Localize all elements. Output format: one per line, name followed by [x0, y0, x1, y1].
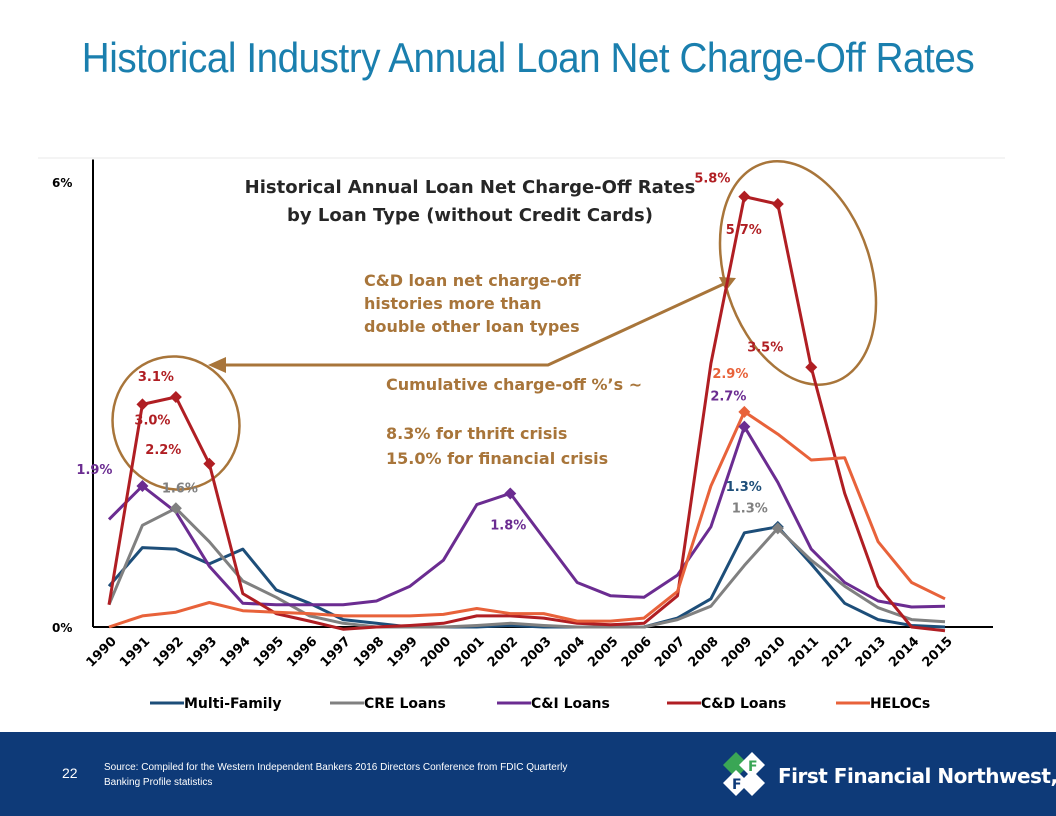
x-tick-label: 1996 — [284, 634, 320, 670]
x-tick-label: 2007 — [652, 634, 688, 670]
data-point-marker — [738, 190, 751, 203]
x-tick-label: 1998 — [351, 634, 387, 670]
data-label: 5.7% — [726, 223, 762, 238]
legend-label: CRE Loans — [364, 696, 446, 712]
logo-letter-green: F — [748, 759, 758, 775]
legend-label: Multi-Family — [184, 696, 282, 712]
data-point-marker — [738, 405, 751, 418]
legend-label: C&I Loans — [531, 696, 610, 712]
x-tick-label: 2008 — [686, 634, 722, 670]
annotation-note: histories more than — [364, 294, 542, 313]
slide-title: Historical Industry Annual Loan Net Char… — [81, 34, 975, 81]
data-label: 1.3% — [732, 501, 768, 516]
data-label: 1.8% — [490, 518, 526, 533]
series-line-helocs — [108, 410, 946, 629]
x-tick-label: 2009 — [719, 634, 755, 670]
data-label: 3.5% — [747, 340, 783, 355]
data-label: 3.1% — [138, 370, 174, 385]
data-label: 3.0% — [134, 413, 170, 428]
data-label: 5.8% — [694, 172, 730, 187]
x-tick-label: 2003 — [518, 634, 554, 670]
data-point-marker — [136, 480, 149, 493]
data-point-marker — [738, 420, 751, 433]
x-tick-label: 2010 — [752, 634, 788, 670]
x-tick-label: 1991 — [117, 634, 153, 670]
y-tick-label: 6% — [52, 176, 72, 190]
company-logo: F F First Financial Northwest, Inc. — [722, 750, 1056, 800]
data-markers — [136, 190, 818, 535]
data-label: 2.2% — [145, 443, 181, 458]
chart-title: Historical Annual Loan Net Charge-Off Ra… — [245, 177, 696, 198]
x-tick-label: 2012 — [819, 634, 855, 670]
x-tick-label: 1994 — [217, 634, 253, 670]
logo-letter: F — [732, 777, 742, 793]
data-label: 1.9% — [76, 463, 112, 478]
legend-label: C&D Loans — [701, 696, 786, 712]
data-point-marker — [203, 457, 216, 470]
highlight-oval-financial-crisis — [718, 160, 878, 386]
series-line-c-i-loans — [107, 425, 946, 609]
page-number: 22 — [62, 765, 78, 781]
cumulative-note: Cumulative charge-off %’s ~ — [386, 375, 642, 394]
data-point-marker — [771, 198, 784, 211]
annotation-arrow-left-head — [208, 357, 226, 373]
data-point-marker — [136, 398, 149, 411]
x-tick-label: 2000 — [418, 634, 454, 670]
x-tick-label: 1992 — [151, 634, 187, 670]
data-point-marker — [771, 522, 784, 535]
x-tick-label: 2006 — [619, 634, 655, 670]
x-tick-label: 1995 — [251, 634, 287, 670]
logo-mark-icon: F F — [723, 752, 765, 796]
y-tick-label: 0% — [52, 621, 72, 635]
annotation-arrow-line — [222, 280, 729, 367]
x-tick-label: 1993 — [184, 634, 220, 670]
series-line-cre-loans — [107, 506, 946, 629]
data-label: 1.3% — [726, 480, 762, 495]
cumulative-note: 8.3% for thrift crisis — [386, 424, 567, 443]
x-tick-label: 2002 — [485, 634, 521, 670]
chart-text: 0% 6% 199019911992199319941995199619971998… — [52, 172, 956, 712]
x-tick-label: 1997 — [318, 634, 354, 670]
series-lines — [107, 195, 946, 633]
data-point-marker — [805, 361, 818, 374]
annotation-note: C&D loan net charge-off — [364, 271, 582, 290]
data-label: 2.9% — [712, 367, 748, 382]
legend-label: HELOCs — [870, 696, 930, 712]
x-tick-label: 2004 — [552, 634, 588, 670]
x-tick-label: 2005 — [585, 634, 621, 670]
highlight-oval-thrift-crisis — [111, 355, 241, 491]
line-chart: 0% 6% 199019911992199319941995199619971998… — [38, 157, 1005, 712]
annotation-layer — [111, 160, 878, 491]
annotation-note: double other loan types — [364, 317, 580, 336]
data-point-marker — [169, 390, 182, 403]
cumulative-note: 15.0% for financial crisis — [386, 449, 608, 468]
chart-title: by Loan Type (without Credit Cards) — [287, 205, 653, 226]
data-label: 1.6% — [162, 481, 198, 496]
series-line-multi-family — [107, 525, 946, 629]
x-tick-label: 2011 — [786, 634, 822, 670]
data-label: 2.7% — [710, 390, 746, 405]
footer-bar: 22 Source: Compiled for the Western Inde… — [0, 732, 1056, 816]
brand-name: First Financial Northwest, Inc. — [778, 764, 1056, 788]
x-tick-label: 1990 — [84, 634, 120, 670]
source-note: Source: Compiled for the Western Indepen… — [104, 762, 568, 788]
x-tick-label: 2001 — [451, 634, 487, 670]
data-point-marker — [504, 487, 517, 500]
series-line-c-d-loans — [107, 195, 946, 633]
x-tick-label: 2015 — [920, 634, 956, 670]
x-tick-label: 2014 — [886, 634, 922, 670]
x-tick-label: 2013 — [853, 634, 889, 670]
data-point-marker — [169, 502, 182, 515]
x-tick-label: 1999 — [385, 634, 421, 670]
